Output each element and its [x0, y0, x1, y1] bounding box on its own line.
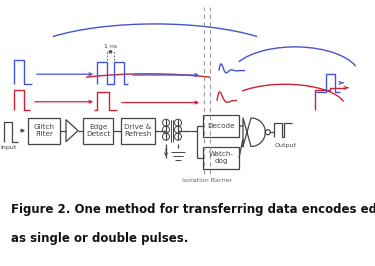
Text: Figure 2. One method for transferring data encodes edges: Figure 2. One method for transferring da… — [11, 203, 375, 216]
Text: Drive &
Refresh: Drive & Refresh — [124, 124, 152, 137]
Text: Input: Input — [0, 145, 16, 150]
FancyBboxPatch shape — [121, 118, 155, 144]
Text: Edge
Detect: Edge Detect — [86, 124, 110, 137]
Text: Output: Output — [274, 143, 296, 148]
FancyBboxPatch shape — [83, 118, 113, 144]
FancyBboxPatch shape — [203, 147, 239, 169]
Text: Isolation Barrier: Isolation Barrier — [182, 177, 232, 182]
Text: as single or double pulses.: as single or double pulses. — [11, 232, 189, 246]
Text: Watch-
dog: Watch- dog — [209, 151, 234, 164]
Text: Glitch
Filter: Glitch Filter — [33, 124, 54, 137]
FancyBboxPatch shape — [203, 115, 239, 137]
Text: Decode: Decode — [207, 123, 235, 129]
Text: 1 ns: 1 ns — [104, 44, 117, 49]
FancyBboxPatch shape — [28, 118, 60, 144]
